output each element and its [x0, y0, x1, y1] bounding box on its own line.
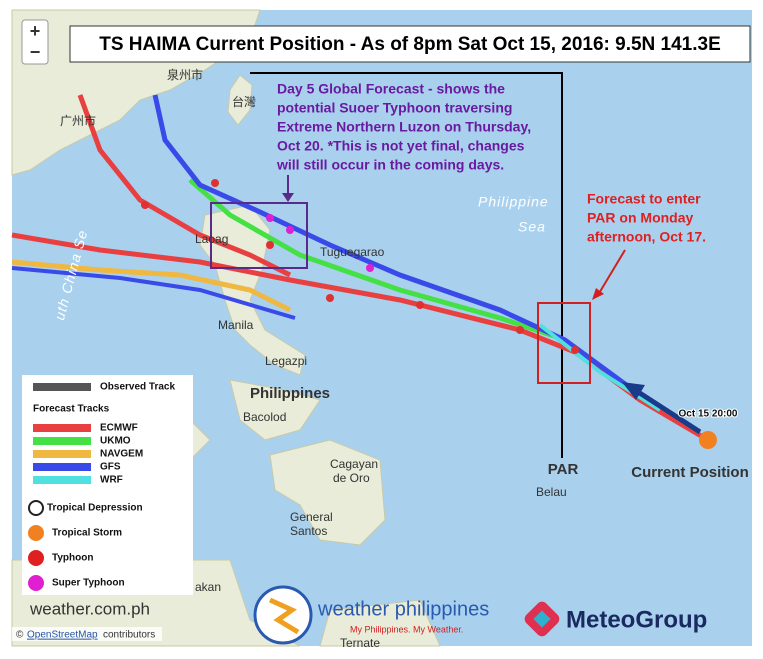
par-note-line: PAR on Monday: [587, 210, 694, 226]
navgem-track: [11, 259, 292, 313]
super-typhoon-markers: [266, 214, 374, 272]
forecast-note-line: potential Suoer Typhoon traversing: [277, 100, 512, 116]
legend-swatch: [33, 463, 91, 471]
legend-symbol: [28, 550, 44, 566]
forecast-note-line: Oct 20. *This is not yet final, changes: [277, 138, 525, 154]
legend-swatch: [33, 476, 91, 484]
place-label: Laoag: [195, 232, 228, 246]
legend-swatch: [33, 450, 91, 458]
place-label: General: [290, 510, 333, 524]
mindanao: [269, 439, 386, 546]
place-label: Tuguegarao: [320, 245, 385, 259]
wrf-track: [538, 323, 662, 412]
legend-symbol-label: Super Typhoon: [52, 578, 125, 589]
forecast-box: [210, 202, 308, 269]
title: TS HAIMA Current Position - As of 8pm Sa…: [99, 34, 721, 55]
timestamp: Oct 15 20:00: [679, 409, 738, 420]
wp-logo-bolt: [268, 597, 300, 635]
place-label: Bacolod: [243, 410, 286, 424]
par-note-line: afternoon, Oct 17.: [587, 229, 706, 245]
legend-swatch: [33, 424, 91, 432]
place-label: Legazpi: [265, 354, 307, 368]
zoom-in[interactable]: +: [30, 21, 41, 41]
current-storm: [699, 431, 717, 449]
mg-logo-inner: [533, 610, 551, 628]
legend-track: WRF: [100, 475, 123, 486]
legend-symbol-label: Tropical Depression: [47, 503, 143, 514]
ukmo-track: [188, 178, 561, 341]
osm-link[interactable]: OpenStreetMap: [27, 630, 98, 641]
place-label: 台灣: [232, 94, 256, 109]
taiwan: [227, 74, 253, 126]
visayas: [229, 379, 321, 441]
place-label: Santos: [290, 524, 327, 538]
current-position: Current Position: [631, 464, 749, 481]
legend-symbol-label: Tropical Storm: [52, 528, 122, 539]
meteogroup: MeteoGroup: [566, 606, 707, 633]
legend-symbol: [28, 500, 44, 516]
forecast-note-line: will still occur in the coming days.: [276, 157, 504, 173]
legend-forecast-title: Forecast Tracks: [33, 404, 110, 415]
place-label: Belau: [536, 485, 567, 499]
place-label: Philippines: [250, 385, 330, 402]
par-note-line: Forecast to enter: [587, 191, 701, 207]
observed-arrow: [622, 382, 645, 400]
legend-track: GFS: [100, 462, 121, 473]
forecast-arrowhead: [282, 193, 294, 202]
legend-track: ECMWF: [100, 423, 138, 434]
legend-track: NAVGEM: [100, 449, 143, 460]
ecmwf-track-2: [77, 94, 292, 278]
par-line: [250, 72, 563, 458]
legend-track: UKMO: [100, 436, 131, 447]
legend-symbol: [28, 575, 44, 591]
tagline: My Philippines. My Weather.: [350, 624, 463, 634]
place-label: 泉州市: [167, 67, 203, 82]
place-label: Philippine: [478, 194, 549, 210]
typhoon-markers: [141, 179, 579, 354]
par-label: PAR: [548, 461, 579, 478]
zoom-out[interactable]: −: [30, 42, 41, 62]
place-label: Sea: [518, 219, 546, 235]
indonesia: [319, 599, 441, 647]
par-arrowhead: [592, 288, 604, 300]
contributors: contributors: [103, 630, 155, 641]
place-label: Manila: [218, 318, 254, 332]
place-label: akan: [195, 580, 221, 594]
place-label: Ternate: [340, 636, 380, 650]
forecast-note-line: Day 5 Global Forecast - shows the: [277, 81, 505, 97]
legend-symbol: [28, 525, 44, 541]
brand: weather philippines: [317, 598, 489, 620]
gfs-track-2: [11, 266, 296, 320]
legend-observed-swatch: [33, 383, 91, 391]
site: weather.com.ph: [29, 599, 150, 618]
place-label: 广州市: [60, 113, 96, 128]
legend-swatch: [33, 437, 91, 445]
legend-observed: Observed Track: [100, 382, 175, 393]
observed-track: [630, 385, 702, 435]
par-arrow: [597, 249, 626, 296]
attribution-bg: [12, 627, 162, 641]
copyright: ©: [16, 630, 24, 641]
legend-symbol-label: Typhoon: [52, 553, 93, 564]
forecast-note-line: Extreme Northern Luzon on Thursday,: [277, 119, 531, 135]
legend: [22, 375, 193, 595]
place-label: de Oro: [333, 471, 370, 485]
title-box: [69, 25, 751, 63]
place-label: Cagayan: [330, 457, 378, 471]
par-box: [537, 302, 591, 384]
zoom-control: [21, 19, 49, 65]
